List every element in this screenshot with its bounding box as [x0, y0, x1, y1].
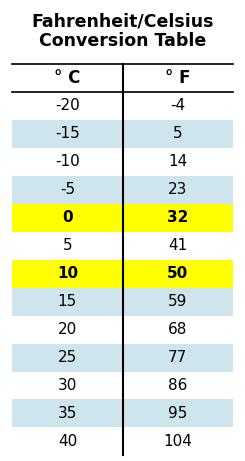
Text: 30: 30 [58, 378, 77, 393]
Text: -10: -10 [55, 154, 80, 169]
Text: 59: 59 [168, 294, 187, 309]
Text: 20: 20 [58, 322, 77, 337]
Text: 32: 32 [167, 210, 188, 225]
Text: 95: 95 [168, 406, 187, 421]
Text: -20: -20 [55, 98, 80, 113]
Text: ° F: ° F [165, 69, 190, 87]
Text: Fahrenheit/Celsius: Fahrenheit/Celsius [31, 12, 214, 31]
Bar [12, 315, 233, 343]
Text: Conversion Table: Conversion Table [39, 31, 206, 50]
Bar [12, 64, 233, 92]
Bar [12, 204, 233, 231]
Bar [12, 400, 233, 427]
Text: -4: -4 [170, 98, 185, 113]
Text: 77: 77 [168, 350, 187, 365]
Bar [12, 260, 233, 288]
Text: 23: 23 [168, 182, 187, 197]
Text: 68: 68 [168, 322, 187, 337]
Bar [12, 231, 233, 260]
Text: 5: 5 [62, 238, 72, 253]
Bar [12, 372, 233, 400]
Bar [12, 92, 233, 119]
Text: -5: -5 [60, 182, 75, 197]
Bar [12, 427, 233, 455]
Text: 5: 5 [173, 126, 183, 141]
Text: 14: 14 [168, 154, 187, 169]
Bar [12, 119, 233, 148]
Text: 86: 86 [168, 378, 187, 393]
Bar [12, 148, 233, 176]
Bar [12, 176, 233, 204]
Text: 35: 35 [58, 406, 77, 421]
Text: 10: 10 [57, 266, 78, 281]
Bar [12, 343, 233, 372]
Text: 104: 104 [163, 434, 192, 449]
Bar [12, 288, 233, 315]
Text: 40: 40 [58, 434, 77, 449]
Text: -15: -15 [55, 126, 80, 141]
Text: 15: 15 [58, 294, 77, 309]
Text: 25: 25 [58, 350, 77, 365]
Text: 50: 50 [167, 266, 188, 281]
Text: 0: 0 [62, 210, 73, 225]
Text: ° C: ° C [54, 69, 81, 87]
Text: 41: 41 [168, 238, 187, 253]
